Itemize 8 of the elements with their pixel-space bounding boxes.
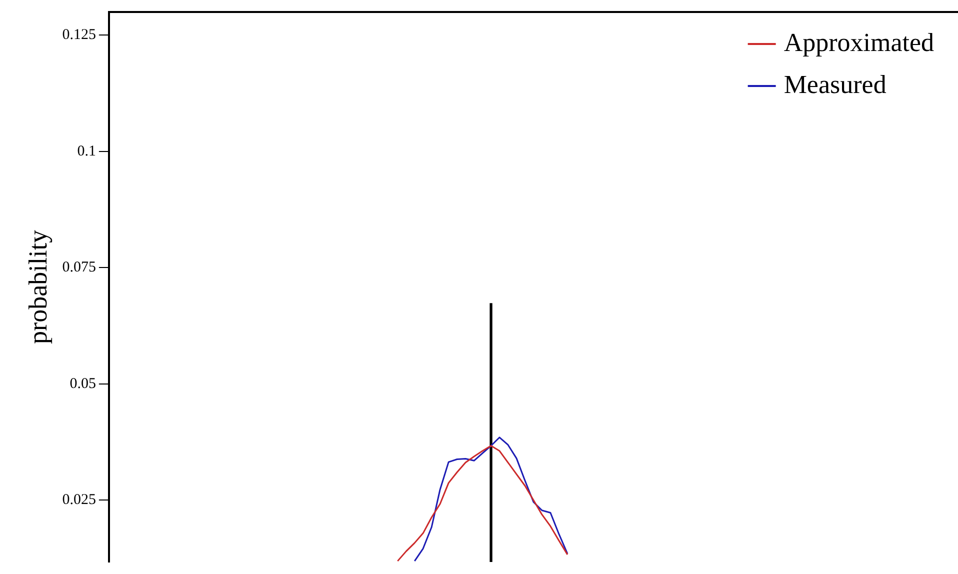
y-tick-label: 0.1 xyxy=(77,143,96,160)
y-tick-label: 0.125 xyxy=(62,27,96,44)
y-tick-label: 0.075 xyxy=(62,260,96,276)
legend-label: Approximated xyxy=(784,28,934,57)
legend-label: Measured xyxy=(784,70,886,99)
y-tick-label: 0.025 xyxy=(62,492,96,508)
y-axis-title: probability xyxy=(23,230,52,344)
y-tick-label: 0.05 xyxy=(70,376,96,392)
